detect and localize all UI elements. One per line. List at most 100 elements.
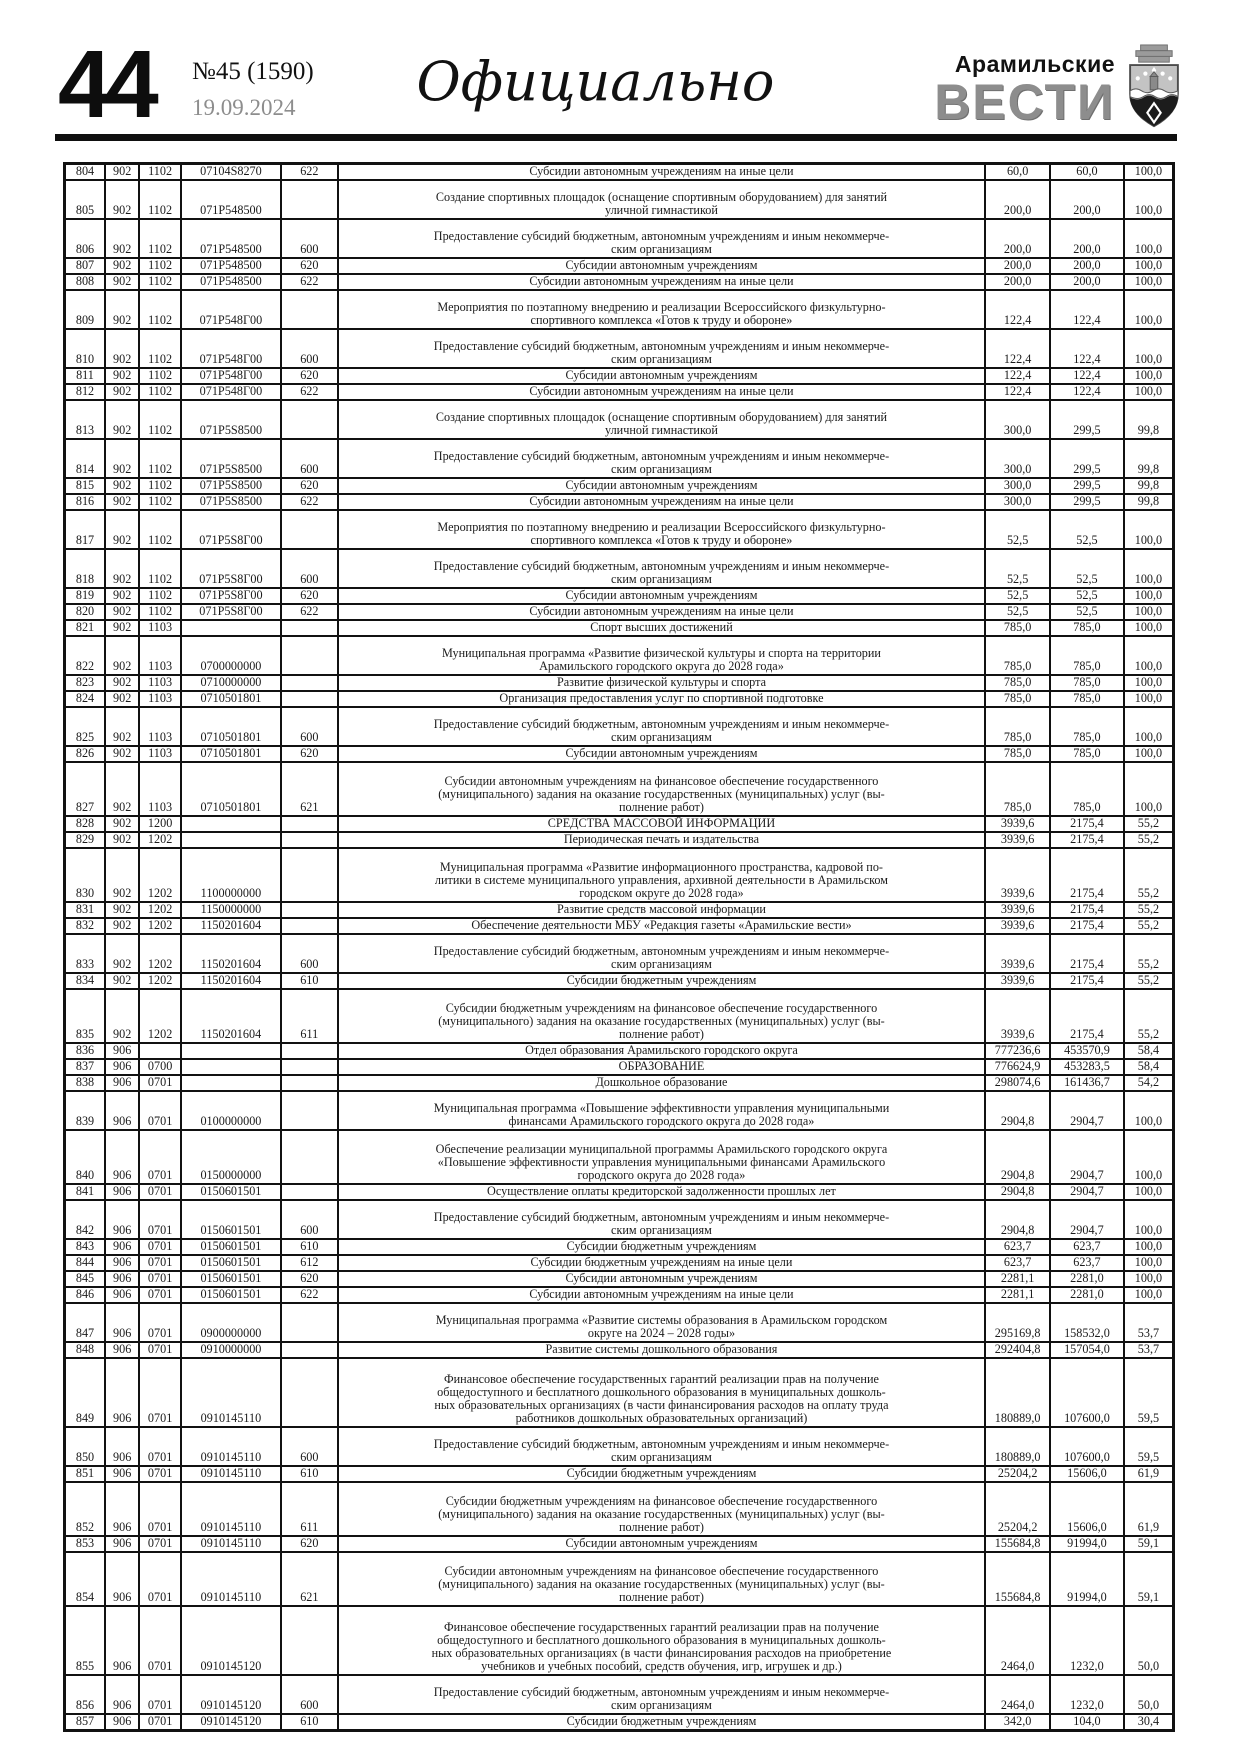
percent-value: 100,0 (1122, 1129, 1175, 1185)
expense-name: Предоставление субсидий бюджетным, автон… (336, 328, 987, 369)
section-code: 0701 (138, 1713, 182, 1732)
actual-value: 157054,0 (1049, 1341, 1125, 1359)
actual-value: 2175,4 (1049, 901, 1125, 919)
percent-value: 100,0 (1122, 1254, 1175, 1272)
grbs-code: 906 (103, 1302, 141, 1343)
actual-value: 2904,7 (1049, 1183, 1125, 1201)
section-code: 1200 (138, 815, 182, 833)
expense-name: Субсидии автономным учреждениям на иные … (336, 603, 987, 621)
expense-name: Спорт высших достижений (336, 619, 987, 637)
plan-value: 3939,6 (984, 917, 1051, 935)
expense-name: Субсидии бюджетным учреждениям (336, 1238, 987, 1256)
table-row: 845 906 0701 0150601501 620 Субсидии автономн… (63, 1270, 1175, 1288)
expense-type-code (280, 179, 339, 220)
plan-value: 3939,6 (984, 847, 1051, 903)
target-article-code: 071P5S8Г00 (179, 587, 283, 605)
grbs-code: 906 (103, 1270, 141, 1288)
page-number: 44 (58, 31, 159, 138)
target-article-code: 071P5S8500 (179, 477, 283, 495)
table-row: 804 902 1102 07104S8270 622 Субсидии автономн… (63, 162, 1175, 181)
plan-value: 180889,0 (984, 1426, 1051, 1467)
actual-value: 299,5 (1049, 438, 1125, 479)
row-number: 835 (63, 988, 106, 1044)
row-number: 846 (63, 1286, 106, 1304)
table-row: 814 902 1102 071P5S8500 600 Предоставление су… (63, 438, 1175, 479)
section-code: 0701 (138, 1481, 182, 1537)
section-code: 1103 (138, 745, 182, 763)
table-row: 838 906 0701 Дошкольное образование 298074,6… (63, 1074, 1175, 1092)
table-row: 813 902 1102 071P5S8500 Создание спортивных … (63, 399, 1175, 440)
expense-type-code: 620 (280, 1535, 339, 1553)
percent-value: 100,0 (1122, 674, 1175, 692)
percent-value: 100,0 (1122, 587, 1175, 605)
table-row: 834 902 1202 1150201604 610 Субсидии бюджетны… (63, 972, 1175, 990)
percent-value: 100,0 (1122, 509, 1175, 550)
expense-name: Предоставление субсидий бюджетным, автон… (336, 1426, 987, 1467)
table-row: 857 906 0701 0910145120 610 Субсидии бюджетны… (63, 1713, 1175, 1732)
grbs-code: 906 (103, 1074, 141, 1092)
table-row: 820 902 1102 071P5S8Г00 622 Субсидии автономн… (63, 603, 1175, 621)
actual-value: 2281,0 (1049, 1286, 1125, 1304)
section-code: 0701 (138, 1465, 182, 1483)
section-code: 0701 (138, 1426, 182, 1467)
table-row: 832 902 1202 1150201604 Обеспечение деятельн… (63, 917, 1175, 935)
section-code: 1202 (138, 988, 182, 1044)
percent-value: 100,0 (1122, 289, 1175, 330)
table-row: 854 906 0701 0910145110 621 Субсидии автономн… (63, 1551, 1175, 1607)
issue-block: №45 (1590) 19.09.2024 (192, 58, 314, 121)
row-number: 815 (63, 477, 106, 495)
table-row: 853 906 0701 0910145110 620 Субсидии автономн… (63, 1535, 1175, 1553)
plan-value: 52,5 (984, 587, 1051, 605)
table-row: 844 906 0701 0150601501 612 Субсидии бюджетны… (63, 1254, 1175, 1272)
actual-value: 52,5 (1049, 587, 1125, 605)
row-number: 811 (63, 367, 106, 385)
expense-type-code (280, 847, 339, 903)
section-code: 0701 (138, 1183, 182, 1201)
percent-value: 55,2 (1122, 933, 1175, 974)
grbs-code: 902 (103, 901, 141, 919)
section-code: 1102 (138, 603, 182, 621)
expense-name: Предоставление субсидий бюджетным, автон… (336, 933, 987, 974)
expense-name: Создание спортивных площадок (оснащение … (336, 179, 987, 220)
expense-type-code: 620 (280, 257, 339, 275)
row-number: 833 (63, 933, 106, 974)
target-article-code (179, 1058, 283, 1076)
section-code: 1102 (138, 257, 182, 275)
expense-name: Субсидии автономным учреждениям на финан… (336, 1551, 987, 1607)
section-code: 0701 (138, 1238, 182, 1256)
actual-value: 2175,4 (1049, 972, 1125, 990)
plan-value: 3939,6 (984, 901, 1051, 919)
grbs-code: 906 (103, 1341, 141, 1359)
row-number: 838 (63, 1074, 106, 1092)
expense-name: Субсидии автономным учреждениям на иные … (336, 162, 987, 181)
row-number: 848 (63, 1341, 106, 1359)
expense-type-code (280, 1605, 339, 1676)
actual-value: 161436,7 (1049, 1074, 1125, 1092)
header-divider-rule (55, 134, 1177, 141)
plan-value: 295169,8 (984, 1302, 1051, 1343)
row-number: 828 (63, 815, 106, 833)
expense-type-code: 621 (280, 1551, 339, 1607)
table-row: 815 902 1102 071P5S8500 620 Субсидии автономн… (63, 477, 1175, 495)
row-number: 832 (63, 917, 106, 935)
grbs-code: 902 (103, 548, 141, 589)
grbs-code: 906 (103, 1674, 141, 1715)
row-number: 813 (63, 399, 106, 440)
percent-value: 55,2 (1122, 988, 1175, 1044)
percent-value: 58,4 (1122, 1042, 1175, 1060)
target-article-code: 1150201604 (179, 972, 283, 990)
expense-name: Субсидии бюджетным учреждениям на иные ц… (336, 1254, 987, 1272)
percent-value: 100,0 (1122, 761, 1175, 817)
actual-value: 122,4 (1049, 367, 1125, 385)
row-number: 818 (63, 548, 106, 589)
actual-value: 299,5 (1049, 477, 1125, 495)
percent-value: 55,2 (1122, 972, 1175, 990)
plan-value: 777236,6 (984, 1042, 1051, 1060)
plan-value: 52,5 (984, 548, 1051, 589)
row-number: 851 (63, 1465, 106, 1483)
actual-value: 200,0 (1049, 273, 1125, 291)
expense-name: Осуществление оплаты кредиторской задолж… (336, 1183, 987, 1201)
expense-type-code: 611 (280, 1481, 339, 1537)
expense-type-code (280, 1090, 339, 1131)
table-row: 810 902 1102 071P548Г00 600 Предоставление су… (63, 328, 1175, 369)
